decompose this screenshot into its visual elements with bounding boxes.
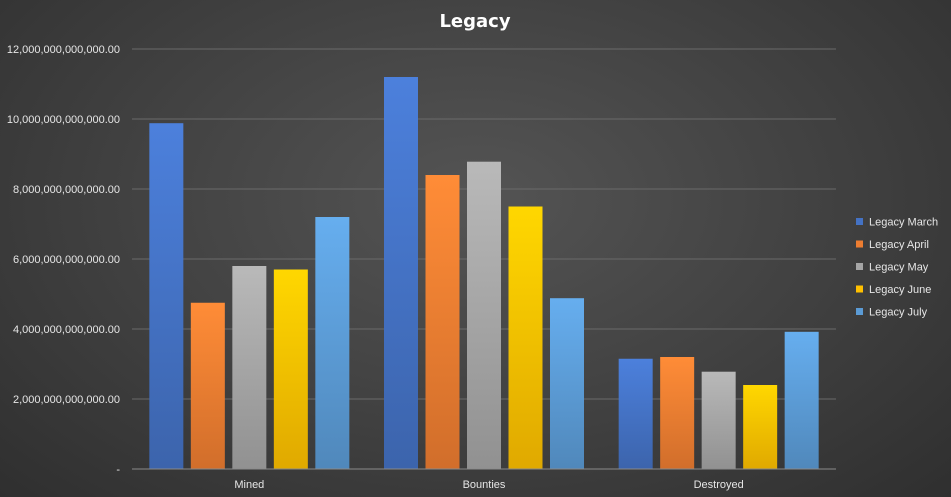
legend-item: Legacy July	[856, 307, 928, 319]
bar	[550, 298, 584, 469]
y-axis-ticks: - 2,000,000,000,000.00 4,000,000,000,000.0…	[7, 44, 121, 476]
bar	[508, 206, 543, 469]
bar	[467, 161, 501, 469]
legend-label: Legacy July	[869, 307, 928, 319]
legend-swatch	[856, 240, 863, 248]
x-axis-categories: Mined Bounties Destroyed	[234, 479, 743, 491]
y-tick-label: 10,000,000,000,000.00	[7, 114, 120, 126]
legend-item: Legacy April	[856, 239, 929, 251]
bar	[315, 217, 350, 469]
y-tick-label: 6,000,000,000,000.00	[13, 254, 120, 266]
y-tick-label: 8,000,000,000,000.00	[13, 184, 120, 196]
bars	[149, 77, 819, 469]
legend-item: Legacy March	[856, 217, 938, 229]
bar	[149, 123, 184, 469]
legend-label: Legacy March	[869, 217, 938, 229]
bar	[660, 357, 695, 469]
y-tick-label: -	[116, 464, 120, 476]
bar	[743, 385, 778, 469]
bar	[384, 77, 418, 469]
x-category-label: Destroyed	[694, 479, 744, 491]
legend-item: Legacy June	[856, 284, 931, 296]
bar	[425, 175, 460, 469]
legend-swatch	[856, 308, 863, 315]
legend-swatch	[856, 263, 863, 270]
bar	[618, 358, 653, 469]
legend-swatch	[856, 218, 863, 225]
x-category-label: Mined	[234, 479, 264, 491]
legend-label: Legacy June	[869, 284, 931, 296]
y-tick-label: 12,000,000,000,000.00	[7, 44, 120, 56]
bar	[232, 266, 267, 469]
legend-swatch	[856, 285, 863, 293]
x-category-label: Bounties	[463, 479, 506, 491]
bar	[701, 371, 736, 469]
bar	[190, 302, 225, 469]
bar	[784, 331, 819, 469]
legend: Legacy March Legacy April Legacy May Legacy…	[856, 217, 938, 319]
y-tick-label: 2,000,000,000,000.00	[13, 394, 120, 406]
legend-item: Legacy May	[856, 262, 929, 274]
bar	[273, 269, 308, 469]
legend-label: Legacy April	[869, 239, 929, 251]
chart-title: Legacy	[439, 11, 510, 32]
legend-label: Legacy May	[869, 262, 929, 274]
y-tick-label: 4,000,000,000,000.00	[13, 324, 120, 336]
